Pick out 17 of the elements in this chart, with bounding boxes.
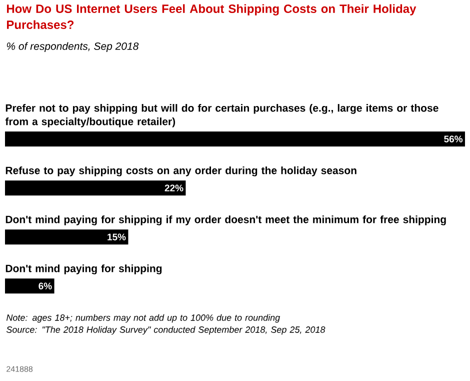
text: Note: ages 18+; numbers may not add up to 100% due to rounding bbox=[6, 314, 280, 323]
data-label: 15% bbox=[108, 234, 126, 240]
chart-title: How Do US Internet Users Feel About Shipping Costs on Their Holiday Purchases? bbox=[7, 4, 416, 30]
bar bbox=[5, 132, 466, 147]
y-tick-label: Don't mind paying for shipping if my order doesn't meet the minimum for free shipping bbox=[6, 215, 446, 226]
data-label: 6% bbox=[38, 282, 52, 290]
chart-subtitle: % of respondents, Sep 2018 bbox=[6, 42, 139, 52]
bar bbox=[5, 180, 186, 196]
data-label: 56% bbox=[444, 136, 463, 142]
text: 241888 bbox=[6, 366, 33, 372]
bar bbox=[5, 230, 128, 245]
source-note: Source: "The 2018 Holiday Survey" conducted September 2018, Sep 25, 2018 bbox=[6, 326, 326, 335]
y-tick-label: Refuse to pay shipping costs on any order during the holiday season bbox=[6, 166, 356, 176]
bar bbox=[5, 278, 54, 294]
data-label: 22% bbox=[164, 184, 184, 192]
y-tick-label: Don't mind paying for shipping bbox=[6, 264, 162, 274]
y-tick-label: Prefer not to pay shipping but will do for certain purchases (e.g., large items or those from a specialty/boutique retailer) bbox=[5, 104, 438, 128]
